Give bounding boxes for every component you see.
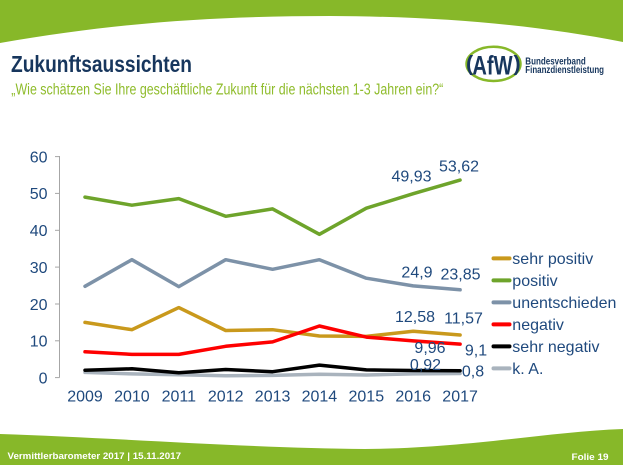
svg-text:23,85: 23,85: [440, 267, 480, 284]
svg-text:24,9: 24,9: [401, 265, 432, 282]
svg-text:2013: 2013: [255, 389, 291, 406]
svg-text:Zukunftsaussichten: Zukunftsaussichten: [11, 51, 192, 77]
svg-text:Bundesverband: Bundesverband: [525, 57, 586, 68]
svg-text:positiv: positiv: [512, 273, 557, 290]
svg-text:„Wie schätzen Sie Ihre geschäf: „Wie schätzen Sie Ihre geschäftliche Zuk…: [11, 82, 443, 99]
svg-text:sehr negativ: sehr negativ: [512, 339, 599, 356]
svg-text:2010: 2010: [114, 389, 150, 406]
svg-text:50: 50: [30, 186, 48, 203]
svg-text:2009: 2009: [67, 389, 103, 406]
svg-text:2015: 2015: [349, 389, 385, 406]
svg-text:40: 40: [30, 223, 48, 240]
svg-text:2012: 2012: [208, 389, 244, 406]
svg-text:unentschieden: unentschieden: [512, 295, 616, 312]
svg-text:AfW: AfW: [472, 51, 512, 81]
svg-text:30: 30: [30, 260, 48, 277]
svg-text:0,8: 0,8: [462, 364, 484, 381]
svg-text:0: 0: [39, 370, 48, 387]
svg-text:2017: 2017: [442, 389, 478, 406]
svg-text:60: 60: [30, 149, 48, 166]
svg-text:Vermittlerbarometer 2017 | 15.: Vermittlerbarometer 2017 | 15.11.2017: [8, 451, 182, 462]
svg-text:sehr positiv: sehr positiv: [512, 251, 593, 268]
svg-text:53,62: 53,62: [439, 159, 479, 176]
svg-text:10: 10: [30, 334, 48, 351]
svg-text:0,92: 0,92: [410, 357, 441, 374]
svg-text:11,57: 11,57: [444, 311, 483, 328]
svg-text:): ): [514, 51, 521, 75]
svg-text:20: 20: [30, 297, 48, 314]
svg-text:12,58: 12,58: [395, 309, 435, 326]
svg-text:negativ: negativ: [512, 317, 564, 334]
svg-text:(: (: [466, 51, 474, 75]
svg-text:9,1: 9,1: [465, 343, 487, 360]
svg-text:Folie 19: Folie 19: [572, 452, 609, 463]
svg-text:2011: 2011: [162, 389, 197, 406]
svg-text:2014: 2014: [302, 389, 338, 406]
svg-text:Finanzdienstleistung: Finanzdienstleistung: [525, 65, 604, 76]
svg-text:49,93: 49,93: [391, 169, 431, 186]
svg-text:2016: 2016: [395, 389, 431, 406]
svg-text:9,96: 9,96: [414, 340, 445, 357]
svg-text:k. A.: k. A.: [512, 361, 543, 378]
